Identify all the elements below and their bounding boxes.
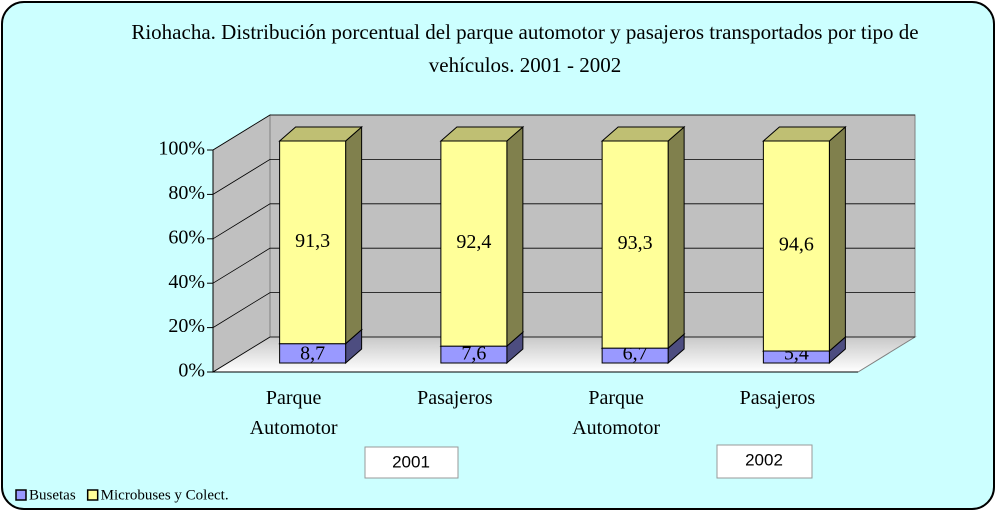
y-tick-label: 20% [168, 315, 205, 337]
data-label: 92,4 [456, 231, 491, 253]
bar [601, 140, 669, 349]
grid-line [212, 292, 915, 328]
bar [440, 140, 508, 347]
grid-line [212, 158, 915, 195]
x-tick-label: Pasajeros [417, 387, 493, 409]
x-tick-label: Parque Automotor [249, 387, 338, 439]
bar-side [345, 125, 363, 345]
legend-swatch [86, 489, 99, 501]
group-box [364, 446, 459, 479]
y-tick-label: 0% [178, 360, 205, 382]
grid-line [212, 247, 915, 284]
bar [279, 140, 347, 345]
legend-swatch [15, 489, 27, 501]
data-label: 93,3 [618, 232, 653, 254]
legend: Busetas Microbuses y Colect. [15, 487, 229, 503]
x-tick-label: Parque Automotor [572, 387, 661, 439]
data-label: 91,3 [295, 230, 330, 252]
grid [212, 114, 915, 373]
data-label: 7,6 [461, 343, 486, 365]
y-tick-label: 60% [168, 226, 205, 248]
bar-side [506, 125, 524, 348]
grid-line [212, 114, 915, 151]
y-tick-label: 100% [158, 138, 205, 160]
y-tick-label: 80% [168, 182, 205, 204]
chart-title: Riohacha. Distribución porcentual del pa… [131, 20, 919, 77]
legend-label: Microbuses y Colect. [101, 487, 229, 503]
bar [762, 140, 830, 352]
legend-label: Busetas [29, 487, 76, 503]
data-label: 8,7 [300, 343, 325, 365]
x-tick-label: Pasajeros [739, 387, 816, 409]
data-label: 94,6 [779, 234, 814, 256]
bar-side [667, 125, 685, 350]
bar-side [828, 125, 846, 353]
group-label: 2002 [745, 450, 783, 469]
grid-line [212, 203, 915, 240]
y-tick-label: 40% [168, 271, 205, 293]
side-wall [212, 114, 271, 373]
bars: 8,791,37,692,46,793,35,494,6 [278, 125, 847, 365]
grid-line [212, 336, 915, 373]
group-box [716, 444, 813, 479]
group-label: 2001 [392, 452, 430, 471]
